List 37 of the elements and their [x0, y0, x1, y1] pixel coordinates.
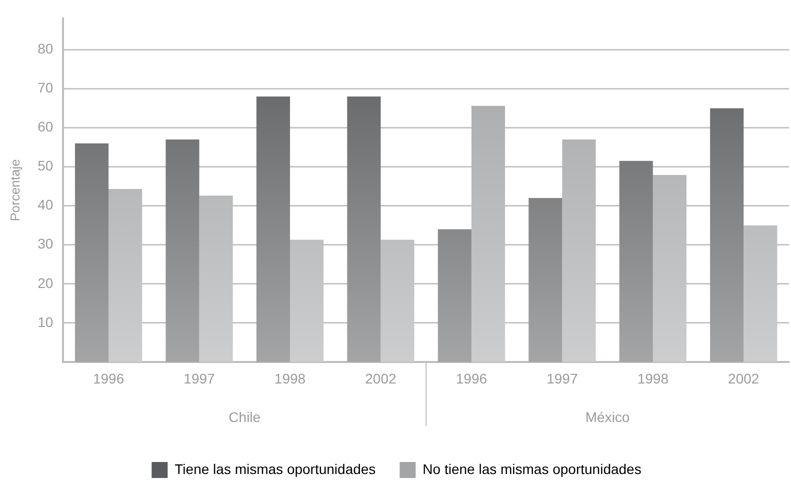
- bar: [438, 229, 472, 362]
- bar: [744, 225, 778, 362]
- x-tick-label: 2002: [728, 370, 760, 386]
- y-tick-label: 80: [38, 40, 54, 56]
- y-tick-label: 40: [38, 196, 54, 213]
- bar: [528, 198, 562, 362]
- text: México: [585, 408, 630, 425]
- legend-label: No tiene las mismas oportunidades: [422, 460, 642, 477]
- x-tick-label: 1996: [456, 370, 488, 386]
- y-tick-label: 60: [38, 118, 54, 135]
- bar: [710, 108, 744, 362]
- bar: [290, 240, 324, 362]
- y-tick-label: 20: [38, 274, 54, 291]
- x-tick-label: 1996: [92, 370, 124, 386]
- y-tick-label: 70: [38, 80, 54, 96]
- bar: [619, 160, 653, 362]
- bar: [256, 96, 290, 362]
- y-tick-label: 30: [38, 236, 54, 252]
- text: Chile: [228, 408, 261, 425]
- y-tick-label: 10: [38, 314, 54, 330]
- bar: [166, 139, 200, 362]
- x-tick-label: 1997: [184, 370, 216, 386]
- bar: [380, 240, 414, 362]
- bar: [199, 196, 233, 362]
- bar: [471, 106, 506, 362]
- y-tick-label: 50: [38, 158, 54, 174]
- bar: [74, 143, 109, 362]
- bar: [347, 96, 381, 362]
- bar: [562, 139, 596, 362]
- bar: [108, 189, 142, 362]
- y-axis-title: Porcentaje: [7, 159, 22, 222]
- x-tick-label: 2002: [365, 370, 396, 386]
- legend-label: Tiene las mismas oportunidades: [174, 460, 376, 477]
- x-tick-label: 1998: [637, 370, 669, 386]
- bar: [652, 174, 686, 362]
- x-tick-label: 1998: [274, 370, 306, 386]
- x-tick-label: 1997: [546, 370, 578, 386]
